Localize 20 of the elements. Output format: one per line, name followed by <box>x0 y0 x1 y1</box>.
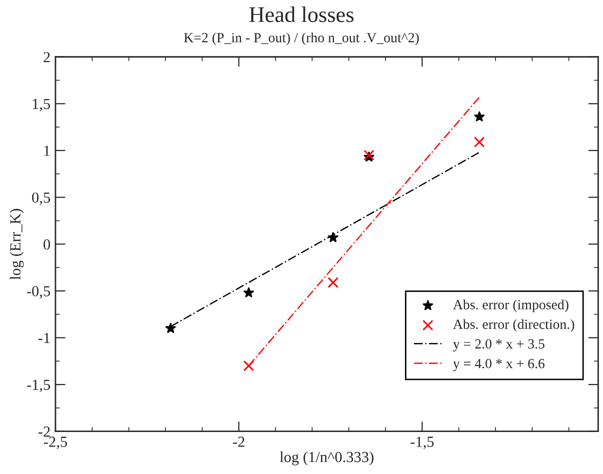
y-tick-label: -1 <box>38 332 50 344</box>
x-axis-title: log (1/n^0.333) <box>280 451 374 466</box>
y-tick-label: 0,5 <box>32 192 50 205</box>
legend-label: Abs. error (imposed) <box>453 300 568 312</box>
x-tick-label: -2,5 <box>44 436 67 450</box>
y-tick-label: 1,5 <box>32 98 50 112</box>
y-tick-label: 0 <box>44 239 50 250</box>
legend-label: y = 2.0 * x + 3.5 <box>453 339 544 352</box>
y-tick-label: -2 <box>38 426 50 437</box>
y-tick-label: 2 <box>44 52 50 62</box>
x-tick-label: -1,5 <box>410 436 434 450</box>
legend-label: Abs. error (direction.) <box>453 319 574 332</box>
y-tick-label: -1,5 <box>27 380 50 392</box>
legend-label: y = 4.0 * x + 6.6 <box>453 358 545 372</box>
y-tick-label: 1 <box>44 146 50 156</box>
y-axis-title: log (Err_K) <box>10 208 24 280</box>
y-tick-label: -0,5 <box>27 286 50 299</box>
chart-subtitle: K=2 (P_in - P_out) / (rho n_out .V_out^2) <box>184 32 419 46</box>
chart-title: Head losses <box>249 6 354 22</box>
x-tick-label: -2 <box>233 436 244 447</box>
